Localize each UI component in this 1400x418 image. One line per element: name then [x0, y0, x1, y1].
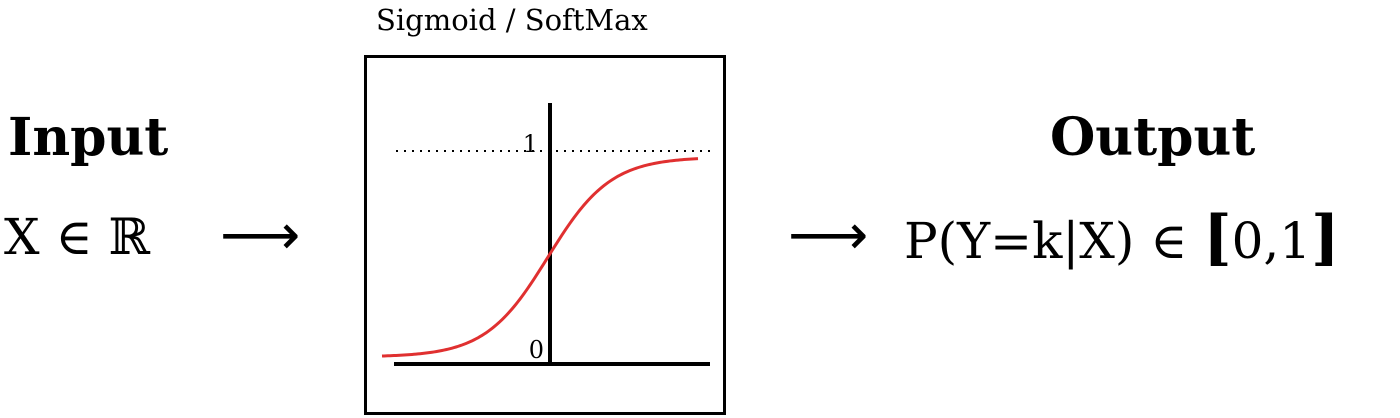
given-bar: |	[1062, 212, 1080, 270]
input-expression: X ∈ ℝ	[4, 212, 150, 262]
input-heading: Input	[8, 107, 169, 168]
function-plot-frame	[364, 55, 726, 415]
interval-values: 0,1	[1231, 212, 1312, 270]
y-tick-label-one: 1	[523, 130, 538, 158]
sigmoid-curve	[381, 157, 699, 358]
y-tick-label-zero: 0	[529, 336, 544, 364]
right-arrow-icon: ⟶	[220, 203, 301, 268]
equals-sign: =	[990, 212, 1033, 270]
interval-close-bracket: ]	[1311, 203, 1340, 273]
right-arrow-icon: ⟶	[788, 203, 869, 268]
element-of-symbol: ∈	[1150, 212, 1188, 270]
class-k: k	[1032, 212, 1063, 270]
given-variable: X	[1079, 212, 1115, 270]
input-variable: X	[4, 208, 40, 266]
element-of-symbol: ∈	[55, 208, 93, 266]
function-title: Sigmoid / SoftMax	[376, 3, 648, 37]
probability-variable: Y	[957, 212, 991, 270]
output-expression: P(Y=k|X) ∈ [0,1]	[904, 208, 1340, 268]
probability-open: P(	[904, 212, 958, 270]
real-numbers-symbol: ℝ	[108, 208, 150, 266]
output-heading: Output	[1050, 107, 1256, 168]
probability-close: )	[1114, 212, 1135, 270]
interval-open-bracket: [	[1203, 203, 1232, 273]
